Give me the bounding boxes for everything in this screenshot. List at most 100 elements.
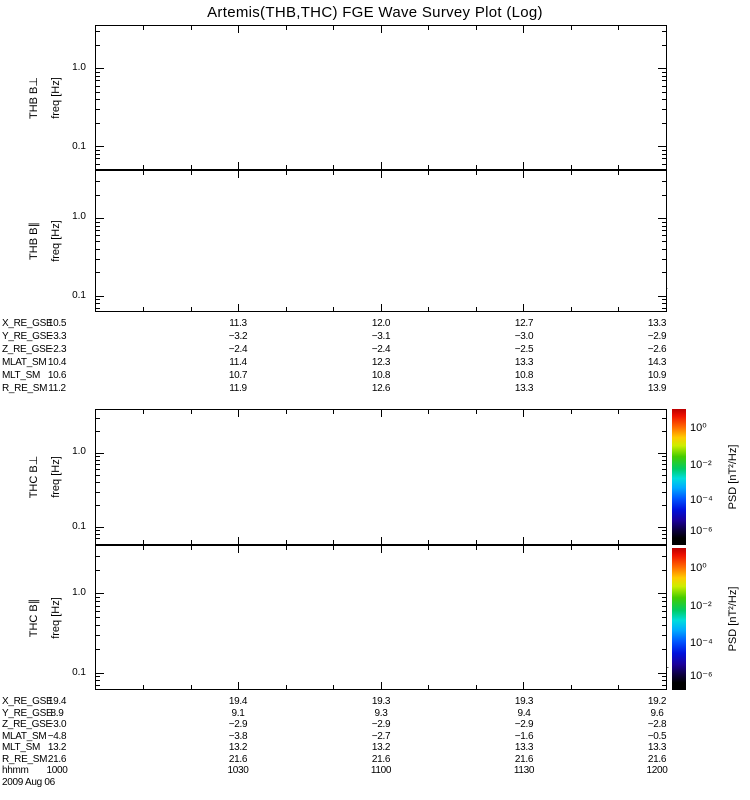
- ephemeris-value: 11.9: [229, 383, 247, 394]
- freq-tick: [662, 163, 666, 165]
- ephemeris-row: hhmm 1000 1030 1100 1130 1200: [0, 765, 750, 777]
- x-tick: [190, 171, 192, 175]
- ephemeris-value: 21.6: [514, 753, 534, 765]
- freq-tick: [662, 417, 666, 419]
- ephemeris-value: 10.8: [514, 370, 534, 381]
- freq-tick-label: 0.1: [72, 290, 86, 302]
- colorbar-tick-label: 10⁻⁴: [690, 637, 713, 650]
- ephemeris-row: X_RE_GSE 19.4 19.4 19.3 19.3 19.2: [0, 696, 750, 708]
- freq-tick: [96, 75, 100, 77]
- freq-tick: [96, 617, 100, 619]
- spectrogram-panel-2: [95, 170, 667, 312]
- ephemeris-value: 13.3: [514, 357, 534, 368]
- freq-tick: [662, 469, 666, 471]
- freq-tick: [96, 491, 100, 493]
- x-tick: [428, 171, 429, 175]
- x-tick: [333, 165, 334, 169]
- freq-tick: [662, 80, 666, 82]
- x-tick: [428, 410, 429, 414]
- freq-tick: [662, 611, 666, 612]
- freq-tick: [662, 617, 666, 619]
- freq-tick: [662, 605, 666, 607]
- x-tick: [380, 162, 382, 169]
- x-tick: [523, 537, 524, 544]
- x-tick: [333, 26, 334, 30]
- freq-tick: [96, 672, 104, 674]
- x-tick: [570, 540, 572, 544]
- ephemeris-row-label: hhmm: [2, 765, 29, 776]
- panel-label: THC B⊥: [28, 455, 40, 499]
- ephemeris-row: MLT_SM 10.6 10.7 10.8 10.8 10.9: [0, 370, 750, 383]
- colorbar-tick-label: 10⁻²: [690, 458, 712, 471]
- x-tick: [143, 410, 144, 414]
- freq-tick: [96, 538, 100, 540]
- panel-label: THB B∥: [28, 222, 40, 260]
- freq-tick: [96, 597, 100, 599]
- x-tick: [143, 26, 144, 30]
- freq-tick: [658, 218, 666, 220]
- freq-tick: [96, 122, 100, 124]
- freq-tick: [96, 530, 100, 532]
- freq-tick: [662, 71, 666, 73]
- freq-tick: [662, 109, 666, 111]
- x-tick: [238, 410, 239, 417]
- freq-tick: [96, 149, 100, 151]
- x-tick: [190, 540, 192, 544]
- freq-tick: [662, 258, 666, 260]
- ephemeris-row: Y_RE_GSE −3.3 −3.2 −3.1 −3.0 −2.9: [0, 331, 750, 344]
- ephemeris-row-label: Y_RE_GSE: [2, 707, 53, 719]
- x-tick: [618, 171, 619, 175]
- x-tick: [570, 546, 572, 550]
- x-tick: [618, 685, 619, 689]
- x-tick: [238, 546, 239, 553]
- freq-tick: [662, 533, 666, 535]
- x-tick: [475, 410, 477, 414]
- freq-tick: [96, 685, 100, 687]
- x-tick: [523, 410, 524, 417]
- x-tick: [238, 682, 239, 689]
- ephemeris-value: 19.4: [47, 696, 67, 707]
- ephemeris-value: 13.2: [228, 742, 248, 753]
- freq-tick: [662, 31, 666, 33]
- freq-tick-label: 1.0: [72, 61, 86, 73]
- freq-tick: [658, 453, 666, 455]
- x-tick: [475, 546, 477, 550]
- x-tick: [570, 410, 572, 414]
- spectrogram-panel-3: [95, 409, 667, 545]
- x-tick: [380, 304, 382, 311]
- x-tick: [570, 307, 572, 311]
- ephemeris-row: X_RE_GSE 10.5 11.3 12.0 12.7 13.3: [0, 318, 750, 331]
- x-tick: [523, 682, 524, 689]
- ephemeris-value: −3.2: [228, 331, 248, 342]
- x-tick: [285, 165, 287, 169]
- spectrogram-panel-1: [95, 25, 667, 170]
- x-tick: [618, 26, 619, 30]
- ephemeris-value: 11.4: [229, 357, 247, 368]
- x-tick: [475, 307, 477, 311]
- freq-tick: [658, 146, 666, 148]
- ephemeris-value: 13.3: [647, 318, 667, 329]
- freq-tick: [96, 71, 100, 73]
- freq-tick: [662, 624, 666, 626]
- ephemeris-value: 19.3: [514, 696, 534, 707]
- ephemeris-value: 1200: [646, 765, 668, 776]
- freq-tick: [662, 456, 666, 458]
- freq-tick-label: 1.0: [72, 446, 86, 458]
- freq-tick: [96, 272, 100, 274]
- freq-tick: [96, 158, 100, 160]
- ephemeris-row-label: X_RE_GSE: [2, 696, 53, 707]
- psd-axis-label: PSD [nT²/Hz]: [727, 586, 739, 652]
- ephemeris-value: −2.7: [371, 730, 391, 742]
- ephemeris-row: MLT_SM 13.2 13.2 13.2 13.3 13.3: [0, 742, 750, 754]
- freq-tick: [96, 634, 100, 636]
- freq-tick: [662, 85, 666, 87]
- x-tick: [285, 546, 287, 550]
- ephemeris-row-label: R_RE_SM: [2, 383, 48, 394]
- x-tick: [428, 307, 429, 311]
- ephemeris-value: −2.5: [514, 344, 534, 355]
- freq-tick: [662, 181, 666, 183]
- x-tick: [523, 304, 524, 311]
- freq-tick: [96, 218, 104, 220]
- ephemeris-row: Z_RE_GSE −2.3 −2.4 −2.4 −2.5 −2.6: [0, 344, 750, 357]
- ephemeris-value: 1030: [227, 765, 249, 776]
